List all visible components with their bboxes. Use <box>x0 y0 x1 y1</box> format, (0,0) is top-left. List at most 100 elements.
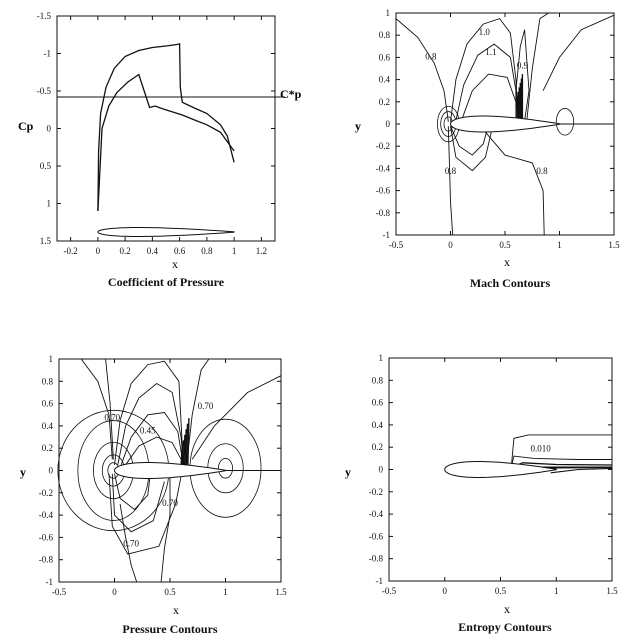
y-tick-label: -1 <box>376 576 384 586</box>
y-tick-label: 0 <box>386 119 391 129</box>
y-tick-label: 0.8 <box>372 375 384 385</box>
entropy-contour-label: 0.010 <box>531 444 552 454</box>
y-tick-label: -0.4 <box>369 509 384 519</box>
x-tick-label: 1 <box>557 240 562 250</box>
pressure-te-ring-0 <box>217 458 234 479</box>
y-tick-label: 0 <box>47 124 52 134</box>
cp-series-line-1 <box>97 42 235 212</box>
y-tick-label: 1 <box>379 353 384 363</box>
entropy-y-axis-label: y <box>345 465 351 479</box>
x-tick-label: 0.8 <box>201 246 213 256</box>
y-tick-label: -0.8 <box>39 555 54 565</box>
airfoil-shape <box>449 115 560 133</box>
mach-contour-0.8-lower-right <box>482 129 545 236</box>
y-tick-label: 0.4 <box>42 421 54 431</box>
mach-contour-right-upper <box>526 12 549 121</box>
y-tick-label: 1 <box>49 354 54 364</box>
y-tick-label: -0.6 <box>369 531 384 541</box>
mach-contour-label: 0.8 <box>536 166 548 176</box>
x-tick-label: -0.5 <box>52 587 67 597</box>
pressure-contour-label: 0.45 <box>140 426 156 436</box>
cp-y-axis-label: Cp <box>18 119 34 133</box>
x-tick-label: 0.2 <box>120 246 131 256</box>
cp-panel: -1.5 -1 -0.5 0 0.5 1 1.5 -0.2 0 0.2 0.4 0.6 0.8 1 1.2… <box>18 11 302 289</box>
y-tick-label: 0.6 <box>379 52 391 62</box>
pressure-contour-upper-1 <box>114 360 184 465</box>
pressure-shock-line <box>180 445 183 468</box>
pressure-shock-line <box>184 429 187 468</box>
pressure-shock-line <box>181 440 185 468</box>
cp-x-ticks: -0.2 0 0.2 0.4 0.6 0.8 1 1.2 <box>64 16 267 256</box>
x-tick-label: 1.5 <box>606 586 618 596</box>
y-tick-label: 0.2 <box>372 442 383 452</box>
y-tick-label: -0.2 <box>39 488 53 498</box>
airfoil-shape <box>113 462 226 479</box>
entropy-plot-area: 0.010 <box>444 434 613 478</box>
cp-series-line-2 <box>97 73 235 212</box>
x-tick-label: 1.2 <box>256 246 267 256</box>
x-tick-label: 0 <box>112 587 117 597</box>
mach-contour-label: 0.8 <box>445 166 457 176</box>
y-tick-label: -0.2 <box>376 141 390 151</box>
y-tick-label: 0.8 <box>42 376 54 386</box>
cp-y-ticks: -1.5 -1 -0.5 0 0.5 1 1.5 <box>37 11 275 246</box>
pressure-x-axis-label: x <box>173 603 179 617</box>
x-tick-label: 1.5 <box>275 587 287 597</box>
pressure-contour-0.45 <box>117 382 184 465</box>
y-tick-label: -0.4 <box>376 163 391 173</box>
mach-x-ticks: -0.5 0 0.5 1 1.5 <box>389 13 620 250</box>
x-tick-label: -0.2 <box>64 246 78 256</box>
pressure-contour-label: 0.70 <box>123 538 139 548</box>
entropy-panel: 1 0.8 0.6 0.4 0.2 0 -0.2 -0.4 -0.6 -0.8 -1 -0.5 0 0.… <box>345 353 618 634</box>
pressure-panel: 10.80.60.40.20-0.2-0.4-0.6-0.8-1 -0.5 0 0.… <box>20 354 287 636</box>
y-tick-label: -0.5 <box>37 86 52 96</box>
y-tick-label: 0.5 <box>40 161 52 171</box>
pressure-contour-label: 0.70 <box>104 412 120 422</box>
pressure-contour-label: 0.70 <box>198 401 214 411</box>
pressure-y-ticks: 1 0.8 0.6 0.4 0.2 0 -0.2 -0.4 -0.6 -0.8 -1 <box>39 354 281 587</box>
y-tick-label: -0.2 <box>369 487 383 497</box>
airfoil-shape <box>444 461 557 478</box>
x-tick-label: 0.4 <box>147 246 159 256</box>
y-tick-label: -1.5 <box>37 11 52 21</box>
pressure-x-ticks: -0.5 0 0.5 1 1.5 <box>52 359 287 597</box>
x-tick-label: -0.5 <box>382 586 397 596</box>
cp-title: Coefficient of Pressure <box>108 275 225 289</box>
mach-contour-label: 0.9 <box>517 61 529 71</box>
mach-panel: 1 0.8 0.6 0.4 0.2 0 -0.2 -0.4 -0.6 -0.8 -1 -0.5 0 0.… <box>355 8 620 290</box>
mach-contour-1.0 <box>450 18 519 122</box>
entropy-contour-0.010 <box>511 434 612 464</box>
y-tick-label: 1.5 <box>40 236 52 246</box>
pressure-contour-upper-4 <box>125 436 182 466</box>
mach-contour-0.8-upper <box>395 18 449 122</box>
cp-airfoil-outline <box>97 227 235 237</box>
pressure-contour-left-upper-1 <box>80 358 113 460</box>
pressure-contour-0.70-right <box>186 358 210 465</box>
mach-contour-0.9 <box>515 29 530 121</box>
y-tick-label: 1 <box>386 8 391 18</box>
pressure-contour-left-upper-2 <box>105 358 114 460</box>
y-tick-label: 1 <box>47 199 52 209</box>
x-tick-label: 0 <box>443 586 448 596</box>
y-tick-label: -0.8 <box>376 208 391 218</box>
pressure-contour-lower-right <box>160 476 171 583</box>
y-tick-label: -0.6 <box>39 532 54 542</box>
x-tick-label: 0.5 <box>164 587 176 597</box>
pressure-contour-lower-3 <box>108 473 182 555</box>
y-tick-label: 0 <box>379 465 384 475</box>
mach-y-ticks: 1 0.8 0.6 0.4 0.2 0 -0.2 -0.4 -0.6 -0.8 -1 <box>376 8 614 240</box>
cp-x-axis-label: x <box>172 257 178 271</box>
pressure-contour-far-right <box>191 375 282 460</box>
cp-star-annotation: C*p <box>280 87 302 101</box>
entropy-contour-5 <box>550 467 613 474</box>
y-tick-label: -1 <box>383 230 391 240</box>
mach-contour-0.8-lower-left <box>447 126 454 236</box>
pressure-contour-label: 0.70 <box>162 498 178 508</box>
x-tick-label: 1 <box>223 587 228 597</box>
pressure-contour-0.70-lower <box>119 503 138 583</box>
y-tick-label: 0.2 <box>379 97 390 107</box>
y-tick-label: -0.8 <box>369 554 384 564</box>
entropy-x-axis-label: x <box>504 602 510 616</box>
x-tick-label: 0 <box>448 240 453 250</box>
